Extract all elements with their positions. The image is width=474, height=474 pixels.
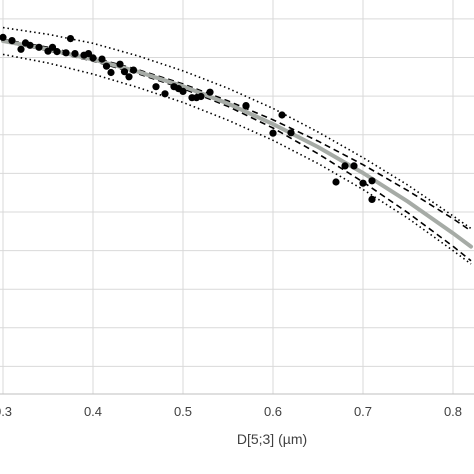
data-point [152, 83, 160, 91]
x-tick-label: 0.3 [0, 404, 12, 419]
data-point [98, 55, 106, 63]
x-tick-label: 0.4 [84, 404, 102, 419]
data-point [179, 87, 187, 95]
data-points [0, 33, 376, 203]
interval-bands [2, 26, 472, 265]
confidence-lower-line [2, 41, 472, 262]
data-point [120, 68, 129, 76]
x-axis-label: D[5;3] (µm) [237, 431, 307, 447]
data-point [62, 49, 70, 57]
data-point [89, 54, 97, 62]
data-point [350, 162, 358, 170]
fit-line [1, 39, 473, 249]
data-point [269, 129, 277, 137]
data-point [84, 50, 93, 58]
x-tick-label: 0.8 [444, 404, 462, 419]
x-axis: 0.3 0.4 0.5 0.6 0.7 0.8 [0, 393, 474, 419]
data-point [161, 90, 169, 98]
fit-curve [1, 39, 473, 249]
data-point [35, 43, 43, 51]
data-point [66, 35, 75, 43]
data-point [206, 88, 214, 96]
data-point [341, 162, 349, 170]
data-point [53, 48, 61, 56]
gridlines [0, 0, 474, 394]
data-point [197, 92, 205, 101]
data-point [102, 62, 111, 70]
data-point [278, 111, 286, 119]
data-point [368, 177, 376, 185]
data-point [125, 73, 133, 81]
x-tick-label: 0.5 [174, 404, 192, 419]
data-point [359, 179, 367, 187]
data-point [0, 33, 7, 41]
x-tick-label: 0.6 [264, 404, 282, 419]
data-point [71, 50, 79, 58]
data-point [48, 43, 57, 51]
data-point [116, 60, 124, 68]
prediction-lower-line [2, 53, 472, 265]
data-point [287, 129, 295, 137]
data-point [332, 178, 340, 186]
data-point [129, 66, 138, 74]
data-point [368, 195, 376, 203]
data-point [17, 45, 25, 53]
data-point [242, 102, 250, 110]
x-tick-label: 0.7 [354, 404, 372, 419]
data-point [107, 68, 115, 77]
data-point [26, 41, 34, 49]
data-point [8, 37, 16, 45]
